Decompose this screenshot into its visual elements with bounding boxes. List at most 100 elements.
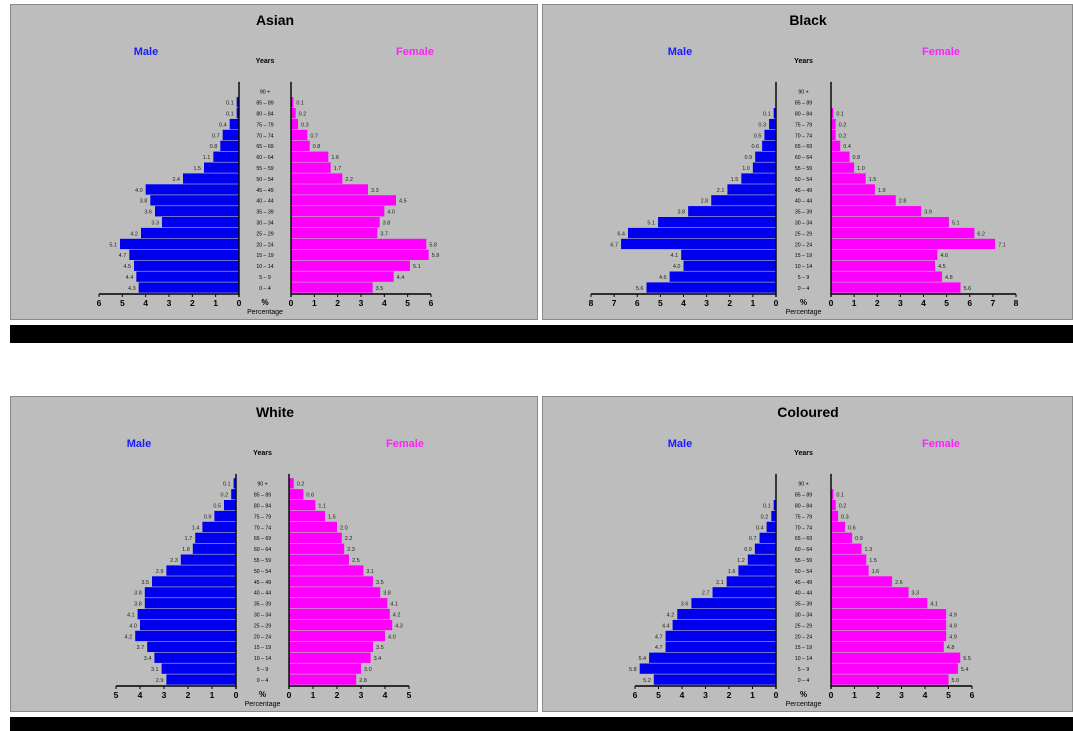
male-value-label: 2.4 xyxy=(172,177,180,183)
female-value-label: 1.5 xyxy=(869,177,877,183)
male-bar xyxy=(762,140,776,151)
female-tick-label: 1 xyxy=(311,690,316,700)
female-value-label: 2.5 xyxy=(352,558,360,564)
x-axis-label: Percentage xyxy=(786,309,822,316)
male-bar xyxy=(162,217,239,228)
female-value-label: 3.4 xyxy=(374,656,382,662)
male-bar xyxy=(141,227,239,239)
male-value-label: 0.9 xyxy=(745,155,753,161)
female-value-label: 0.8 xyxy=(853,155,861,161)
male-bar xyxy=(145,184,239,195)
male-value-label: 0.1 xyxy=(763,503,771,509)
female-value-label: 4.1 xyxy=(390,602,398,608)
age-group-label: 85 – 89 xyxy=(795,101,812,107)
male-bar xyxy=(741,173,776,184)
female-value-label: 0.1 xyxy=(836,111,844,117)
age-header: Years xyxy=(256,58,275,65)
age-group-label: 60 – 64 xyxy=(795,547,812,553)
male-value-label: 4.6 xyxy=(659,275,667,281)
female-value-label: 1.7 xyxy=(334,166,342,172)
female-tick-label: 6 xyxy=(970,690,975,700)
male-value-label: 0.8 xyxy=(210,144,218,150)
female-value-label: 3.1 xyxy=(366,569,374,575)
female-value-label: 5.6 xyxy=(964,286,972,292)
age-group-label: 5 – 9 xyxy=(798,667,810,673)
male-value-label: 0.6 xyxy=(751,144,759,150)
male-tick-label: 0 xyxy=(234,690,239,700)
age-group-label: 45 – 49 xyxy=(795,580,812,586)
age-group-label: 80 – 84 xyxy=(254,503,271,509)
age-group-label: 85 – 89 xyxy=(795,493,812,499)
age-group-label: 20 – 24 xyxy=(256,242,273,248)
male-bar xyxy=(161,663,236,674)
male-value-label: 1.7 xyxy=(185,536,193,542)
percent-symbol: % xyxy=(259,690,266,699)
male-bar xyxy=(231,489,236,500)
age-group-label: 25 – 29 xyxy=(795,231,812,237)
male-value-label: 5.8 xyxy=(629,667,637,673)
pyramid-panel-white: White Male Female Years 2.9 2.8 0 – 4 3.1 3.0 5 –… xyxy=(10,396,538,712)
female-bar xyxy=(831,195,896,206)
female-bar xyxy=(291,173,343,184)
male-bar xyxy=(144,587,236,598)
female-value-label: 1.5 xyxy=(328,514,336,520)
male-value-label: 3.6 xyxy=(144,210,152,216)
male-value-label: 5.4 xyxy=(638,656,646,662)
female-bar xyxy=(831,118,836,130)
female-value-label: 3.3 xyxy=(371,188,379,194)
female-value-label: 3.5 xyxy=(376,645,384,651)
age-group-label: 15 – 19 xyxy=(795,253,812,259)
male-value-label: 4.0 xyxy=(135,188,143,194)
female-tick-label: 2 xyxy=(875,298,880,308)
female-value-label: 4.8 xyxy=(947,645,955,651)
female-bar xyxy=(289,674,357,685)
female-bar xyxy=(831,619,947,631)
age-group-label: 55 – 59 xyxy=(795,166,812,172)
age-group-label: 60 – 64 xyxy=(254,547,271,553)
female-bar xyxy=(291,97,294,108)
female-bar xyxy=(831,271,942,282)
female-bar xyxy=(289,576,373,587)
female-value-label: 1.1 xyxy=(318,503,326,509)
male-tick-label: 5 xyxy=(120,298,125,308)
male-value-label: 5.2 xyxy=(643,678,651,684)
x-axis-label: Percentage xyxy=(247,309,283,316)
male-value-label: 0.5 xyxy=(754,133,762,139)
age-group-label: 50 – 54 xyxy=(256,177,273,183)
female-value-label: 0.2 xyxy=(299,111,307,117)
female-bar xyxy=(291,195,396,206)
female-bar xyxy=(831,663,958,674)
pyramid-panel-asian: Asian Male Female Years 4.3 3.5 0 – 4 4.4 4.4 5 –… xyxy=(10,4,538,320)
male-bar xyxy=(155,206,239,217)
male-bar xyxy=(135,630,236,642)
male-value-label: 2.8 xyxy=(701,199,709,205)
age-group-label: 80 – 84 xyxy=(256,111,273,117)
male-tick-label: 5 xyxy=(656,690,661,700)
male-value-label: 4.1 xyxy=(127,612,135,618)
female-bar xyxy=(291,260,410,271)
age-group-label: 15 – 19 xyxy=(795,645,812,651)
female-value-label: 5.1 xyxy=(952,220,960,226)
age-group-label: 50 – 54 xyxy=(795,569,812,575)
age-header: Years xyxy=(253,450,272,457)
male-bar xyxy=(773,108,776,119)
female-value-label: 1.0 xyxy=(857,166,865,172)
male-bar xyxy=(646,282,776,293)
female-bar xyxy=(289,630,385,642)
female-tick-label: 2 xyxy=(335,690,340,700)
male-value-label: 6.7 xyxy=(610,242,618,248)
male-bar xyxy=(233,478,236,489)
female-bar xyxy=(289,652,371,663)
x-axis-label: Percentage xyxy=(245,701,281,708)
female-bar xyxy=(291,249,429,260)
male-value-label: 4.3 xyxy=(128,286,136,292)
male-tick-label: 0 xyxy=(774,298,779,308)
male-bar xyxy=(136,271,239,282)
age-group-label: 70 – 74 xyxy=(795,133,812,139)
female-value-label: 2.8 xyxy=(899,199,907,205)
female-value-label: 4.1 xyxy=(930,602,938,608)
female-bar xyxy=(831,576,893,587)
male-bar xyxy=(688,206,776,217)
age-group-label: 80 – 84 xyxy=(795,503,812,509)
